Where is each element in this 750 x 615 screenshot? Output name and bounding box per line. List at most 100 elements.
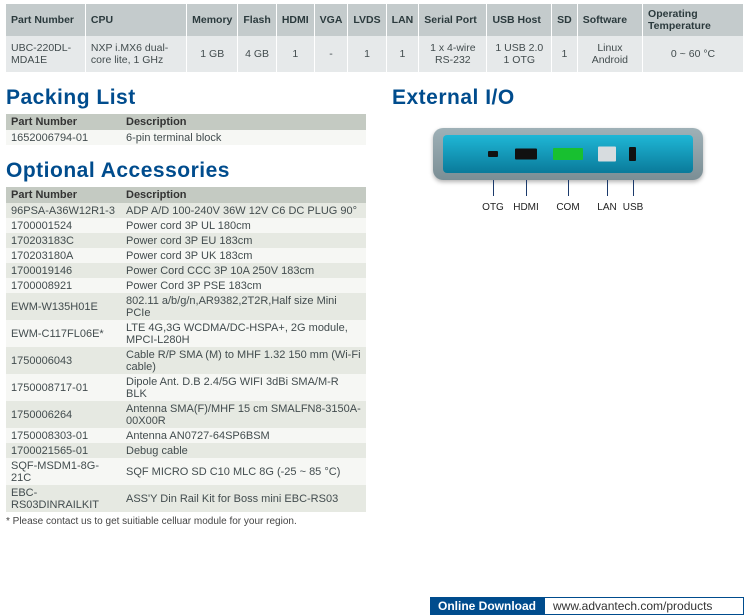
accessory-row: 1750006264Antenna SMA(F)/MHF 15 cm SMALF…	[6, 401, 366, 428]
accessory-row: 1750008303-01Antenna AN0727-64SP6BSM	[6, 428, 366, 443]
col-software: Software	[577, 4, 642, 36]
col-hdmi: HDMI	[276, 4, 314, 36]
packing-col-desc: Description	[121, 114, 366, 130]
accessories-table: Part Number Description 96PSA-A36W12R1-3…	[6, 187, 366, 512]
accessory-desc: ASS'Y Din Rail Kit for Boss mini EBC-RS0…	[121, 485, 366, 512]
accessory-desc: Antenna AN0727-64SP6BSM	[121, 428, 366, 443]
col-optemp: Operating Temperature	[643, 4, 744, 36]
accessory-pn: 1700019146	[6, 263, 121, 278]
accessory-row: 1750006043Cable R/P SMA (M) to MHF 1.32 …	[6, 347, 366, 374]
specs-header-row: Part Number CPU Memory Flash HDMI VGA LV…	[6, 4, 744, 36]
accessory-desc: LTE 4G,3G WCDMA/DC-HSPA+, 2G module, MPC…	[121, 320, 366, 347]
port-usb	[629, 147, 636, 161]
accessory-row: 1700021565-01Debug cable	[6, 443, 366, 458]
acc-header-row: Part Number Description	[6, 187, 366, 203]
spec-software: Linux Android	[577, 36, 642, 72]
io-leader	[568, 180, 569, 196]
col-usb: USB Host	[487, 4, 552, 36]
specs-table: Part Number CPU Memory Flash HDMI VGA LV…	[6, 4, 744, 72]
accessory-pn: 1750006264	[6, 401, 121, 428]
accessory-desc: Antenna SMA(F)/MHF 15 cm SMALFN8-3150A-0…	[121, 401, 366, 428]
accessory-pn: SQF-MSDM1-8G-21C	[6, 458, 121, 485]
spec-lan: 1	[386, 36, 419, 72]
accessory-row: 1700001524Power cord 3P UL 180cm	[6, 218, 366, 233]
accessories-title: Optional Accessories	[6, 159, 366, 183]
col-lan: LAN	[386, 4, 419, 36]
accessory-row: EBC-RS03DINRAILKITASS'Y Din Rail Kit for…	[6, 485, 366, 512]
accessory-desc: Power Cord CCC 3P 10A 250V 183cm	[121, 263, 366, 278]
accessory-desc: Debug cable	[121, 443, 366, 458]
io-label-lan: LAN	[597, 202, 616, 213]
packing-desc: 6-pin terminal block	[121, 130, 366, 145]
accessory-pn: EWM-W135H01E	[6, 293, 121, 320]
spec-usb: 1 USB 2.0 1 OTG	[487, 36, 552, 72]
accessory-row: 170203183CPower cord 3P EU 183cm	[6, 233, 366, 248]
accessory-row: 170203180APower cord 3P UK 183cm	[6, 248, 366, 263]
accessory-pn: EBC-RS03DINRAILKIT	[6, 485, 121, 512]
col-vga: VGA	[314, 4, 348, 36]
packing-header-row: Part Number Description	[6, 114, 366, 130]
accessory-pn: EWM-C117FL06E*	[6, 320, 121, 347]
col-cpu: CPU	[85, 4, 186, 36]
spec-serial: 1 x 4-wire RS-232	[419, 36, 487, 72]
acc-col-pn: Part Number	[6, 187, 121, 203]
spec-flash: 4 GB	[238, 36, 276, 72]
acc-col-desc: Description	[121, 187, 366, 203]
spec-part: UBC-220DL-MDA1E	[6, 36, 85, 72]
accessory-pn: 170203183C	[6, 233, 121, 248]
io-leader-lines	[433, 180, 703, 202]
accessory-desc: ADP A/D 100-240V 36W 12V C6 DC PLUG 90°	[121, 203, 366, 218]
io-label-otg: OTG	[482, 202, 504, 213]
spec-hdmi: 1	[276, 36, 314, 72]
accessory-desc: SQF MICRO SD C10 MLC 8G (-25 ~ 85 °C)	[121, 458, 366, 485]
spec-memory: 1 GB	[187, 36, 238, 72]
accessories-footnote: * Please contact us to get suitiable cel…	[6, 516, 366, 527]
accessory-desc: Dipole Ant. D.B 2.4/5G WIFI 3dBi SMA/M-R…	[121, 374, 366, 401]
accessory-pn: 1750006043	[6, 347, 121, 374]
specs-row: UBC-220DL-MDA1E NXP i.MX6 dual-core lite…	[6, 36, 744, 72]
col-flash: Flash	[238, 4, 276, 36]
col-part: Part Number	[6, 4, 85, 36]
accessory-pn: 1700021565-01	[6, 443, 121, 458]
accessory-row: 1700019146Power Cord CCC 3P 10A 250V 183…	[6, 263, 366, 278]
accessory-desc: Power cord 3P UL 180cm	[121, 218, 366, 233]
accessory-desc: Power cord 3P EU 183cm	[121, 233, 366, 248]
io-label-usb: USB	[623, 202, 644, 213]
col-memory: Memory	[187, 4, 238, 36]
spec-lvds: 1	[348, 36, 386, 72]
external-io-title: External I/O	[392, 86, 744, 110]
packing-title: Packing List	[6, 86, 366, 110]
col-serial: Serial Port	[419, 4, 487, 36]
accessory-row: 1750008717-01Dipole Ant. D.B 2.4/5G WIFI…	[6, 374, 366, 401]
col-lvds: LVDS	[348, 4, 386, 36]
accessory-row: EWM-C117FL06E*LTE 4G,3G WCDMA/DC-HSPA+, …	[6, 320, 366, 347]
port-hdmi	[515, 149, 537, 160]
accessory-pn: 1700001524	[6, 218, 121, 233]
io-label-hdmi: HDMI	[513, 202, 539, 213]
spec-vga: -	[314, 36, 348, 72]
io-label-com: COM	[556, 202, 579, 213]
accessory-desc: Cable R/P SMA (M) to MHF 1.32 150 mm (Wi…	[121, 347, 366, 374]
accessory-desc: 802.11 a/b/g/n,AR9382,2T2R,Half size Min…	[121, 293, 366, 320]
io-labels: OTG HDMI COM LAN USB	[433, 202, 703, 216]
accessory-row: SQF-MSDM1-8G-21CSQF MICRO SD C10 MLC 8G …	[6, 458, 366, 485]
accessory-desc: Power Cord 3P PSE 183cm	[121, 278, 366, 293]
accessory-pn: 1750008717-01	[6, 374, 121, 401]
spec-optemp: 0 ~ 60 °C	[643, 36, 744, 72]
accessory-pn: 170203180A	[6, 248, 121, 263]
port-com	[553, 148, 583, 160]
device-body	[433, 128, 703, 180]
io-leader	[526, 180, 527, 196]
col-sd: SD	[552, 4, 578, 36]
accessory-pn: 1700008921	[6, 278, 121, 293]
port-otg	[488, 151, 498, 157]
footer: Online Download www.advantech.com/produc…	[6, 597, 744, 615]
port-lan	[598, 147, 616, 162]
spec-sd: 1	[552, 36, 578, 72]
spec-cpu: NXP i.MX6 dual-core lite, 1 GHz	[85, 36, 186, 72]
io-leader	[493, 180, 494, 196]
accessory-pn: 96PSA-A36W12R1-3	[6, 203, 121, 218]
footer-url[interactable]: www.advantech.com/products	[544, 597, 744, 615]
packing-table: Part Number Description 1652006794-016-p…	[6, 114, 366, 145]
accessory-row: 1700008921Power Cord 3P PSE 183cm	[6, 278, 366, 293]
